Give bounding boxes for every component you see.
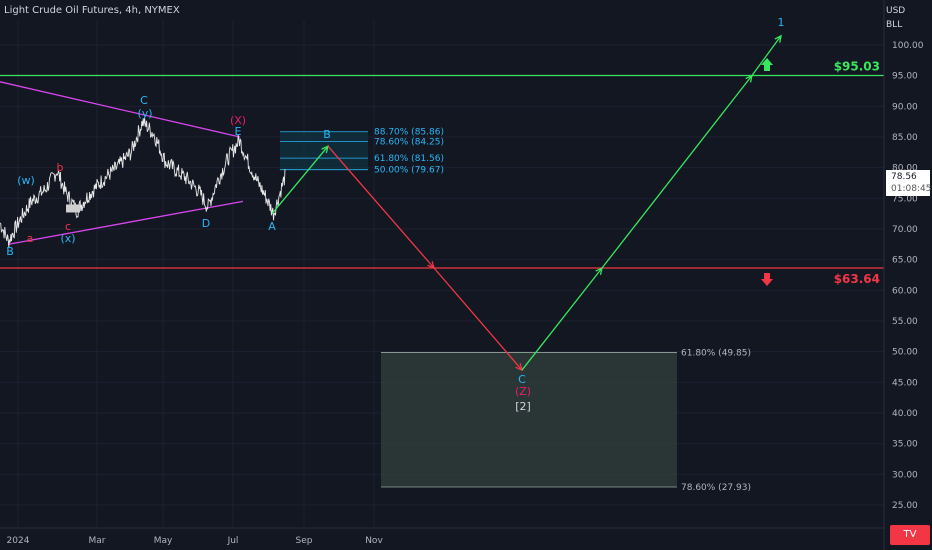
upper-level-label: $95.03: [834, 59, 880, 73]
wave-label: c: [65, 220, 71, 233]
wave-label: A: [268, 220, 276, 233]
price-line: [0, 117, 286, 248]
currency-selector[interactable]: USD BLL: [886, 4, 926, 32]
y-tick-label: 35.00: [892, 440, 918, 450]
wave-label: [2]: [515, 400, 531, 413]
bar-countdown: 01:08:45: [891, 184, 932, 194]
wave-label: 1: [778, 16, 785, 29]
wave-label: (w): [17, 174, 35, 187]
y-tick-label: 30.00: [892, 470, 918, 480]
x-tick-label: Nov: [365, 536, 383, 546]
price-series: [0, 117, 286, 248]
wave-label: C: [140, 94, 148, 107]
projection-path: [271, 34, 782, 372]
wave-label: (X): [230, 114, 246, 127]
target-zone-label: 61.80% (49.85): [681, 349, 751, 359]
wave-label: E: [235, 125, 242, 138]
projection-segment: [751, 35, 782, 76]
fib-label: 61.80% (81.56): [374, 154, 444, 164]
wave-label: B: [6, 245, 14, 258]
projection-segment: [271, 145, 329, 215]
wave-label: (x): [60, 232, 75, 245]
x-tick-label: Sep: [296, 536, 313, 546]
y-tick-label: 80.00: [892, 164, 918, 174]
y-tick-label: 65.00: [892, 256, 918, 266]
projection-segment: [521, 267, 603, 371]
currency-label: USD: [886, 6, 906, 16]
last-price-value: 78.56: [891, 172, 917, 182]
wave-label: b: [57, 161, 64, 174]
wave-label: (y): [137, 107, 152, 120]
y-tick-label: 85.00: [892, 133, 918, 143]
y-tick-label: 100.00: [892, 41, 924, 51]
projection-segment: [601, 75, 753, 269]
lower-trendline: [7, 200, 244, 245]
fib-label: 78.60% (84.25): [374, 138, 444, 148]
x-tick-label: Jul: [227, 536, 239, 546]
wave-label: (Z): [515, 385, 531, 398]
x-tick-label: May: [154, 536, 173, 546]
y-tick-label: 95.00: [892, 72, 918, 82]
level-arrows: [761, 58, 773, 286]
tradingview-badge[interactable]: TV: [890, 525, 930, 545]
last-price-tag: 78.56 01:08:45: [886, 170, 932, 196]
y-tick-label: 60.00: [892, 286, 918, 296]
y-tick-label: 55.00: [892, 317, 918, 327]
fib-label: 50.00% (79.67): [374, 166, 444, 176]
x-tick-label: Mar: [89, 536, 106, 546]
projection-arrowhead: [774, 34, 782, 43]
target-zone-box: [381, 352, 677, 488]
wave-label: B: [323, 128, 331, 141]
upper-trendline: [0, 81, 241, 138]
down-arrow-icon: [761, 273, 773, 286]
unit-label: BLL: [886, 20, 903, 30]
x-tick-label: 2024: [7, 536, 30, 546]
triangle-trendlines: [0, 81, 244, 245]
fib-levels: 88.70% (85.86)78.60% (84.25) 61.80% (81.5…: [280, 128, 751, 493]
y-tick-label: 45.00: [892, 378, 918, 388]
symbol-title: Light Crude Oil Futures, 4h, NYMEX: [4, 5, 180, 16]
wave-label: a: [27, 232, 34, 245]
wave-label: D: [202, 217, 210, 230]
projection-segment: [433, 267, 523, 371]
level-lines: $95.03 $63.64: [0, 59, 884, 286]
y-tick-label: 25.00: [892, 501, 918, 511]
projection-segment: [327, 145, 435, 269]
y-tick-label: 40.00: [892, 409, 918, 419]
y-tick-label: 50.00: [892, 348, 918, 358]
target-zone-label: 78.60% (27.93): [681, 483, 751, 493]
fib-label: 88.70% (85.86): [374, 128, 444, 138]
lower-level-label: $63.64: [834, 272, 880, 286]
y-tick-label: 75.00: [892, 194, 918, 204]
y-tick-label: 90.00: [892, 102, 918, 112]
up-arrow-icon: [761, 58, 773, 71]
y-tick-label: 70.00: [892, 225, 918, 235]
marker-box: [66, 204, 80, 213]
chart-grid: [0, 20, 884, 528]
wave-label: C: [518, 373, 526, 386]
